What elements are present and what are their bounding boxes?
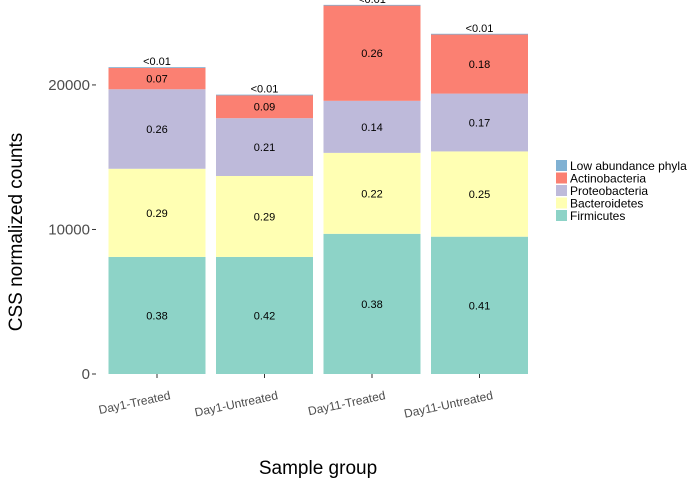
legend-swatch-proteobacteria — [556, 185, 567, 196]
x-axis-title: Sample group — [259, 458, 377, 479]
bar-day1-untreated-actinobacteria — [216, 95, 313, 119]
legend: Low abundance phylaActinobacteriaProteob… — [556, 159, 687, 223]
bar-day11-untreated-actinobacteria — [431, 34, 528, 94]
x-tick-label-day1-treated: Day1-Treated — [97, 388, 171, 417]
bar-day11-treated-proteobacteria — [323, 100, 421, 153]
bar-day11-untreated-low-abundance-phyla — [431, 33, 528, 35]
bar-day11-treated-actinobacteria — [323, 5, 421, 101]
bar-day1-treated-low-abundance-phyla — [108, 67, 206, 68]
segment-label-day1-treated-low-abundance-phyla: <0.01 — [143, 56, 171, 68]
segment-label-day1-treated-actinobacteria: 0.07 — [146, 73, 167, 85]
bar-day11-treated-firmicutes — [323, 233, 421, 374]
segment-label-day11-treated-low-abundance-phyla: <0.01 — [358, 0, 386, 6]
bar-day11-treated-low-abundance-phyla — [323, 4, 421, 6]
bar-day1-untreated-firmicutes — [216, 256, 313, 374]
bars-layer — [108, 4, 528, 374]
bar-day1-untreated-bacteroidetes — [216, 175, 313, 257]
legend-label-low-abundance-phyla: Low abundance phyla — [570, 159, 687, 173]
y-tick-label: 20000 — [48, 77, 90, 94]
x-axis: Day1-Treated Day1-Untreated Day11-Treated D… — [97, 374, 494, 421]
y-axis: 0 10000 20000 — [48, 77, 96, 383]
bar-day1-treated-firmicutes — [108, 256, 206, 374]
segment-label-day1-untreated-firmicutes: 0.42 — [254, 310, 275, 322]
y-tick-label: 0 — [82, 366, 90, 383]
y-tick-label: 10000 — [48, 221, 90, 238]
legend-swatch-firmicutes — [556, 210, 567, 221]
bar-day11-treated-bacteroidetes — [323, 152, 421, 234]
y-axis-title: CSS normalized counts — [6, 133, 27, 332]
segment-label-day11-treated-bacteroidetes: 0.22 — [361, 188, 382, 200]
legend-label-proteobacteria: Proteobacteria — [570, 184, 648, 198]
legend-swatch-actinobacteria — [556, 172, 567, 184]
bar-day11-untreated-firmicutes — [431, 236, 528, 374]
segment-label-day1-untreated-bacteroidetes: 0.29 — [254, 211, 275, 223]
segment-label-day1-treated-firmicutes: 0.38 — [146, 310, 167, 322]
x-tick-label-day11-treated: Day11-Treated — [307, 388, 387, 418]
bar-day11-untreated-proteobacteria — [431, 93, 528, 152]
bar-day1-treated-actinobacteria — [108, 67, 206, 90]
segment-label-day1-untreated-low-abundance-phyla: <0.01 — [251, 84, 279, 96]
segment-label-day11-untreated-low-abundance-phyla: <0.01 — [466, 23, 494, 35]
segment-labels-layer: 0.38 0.29 0.26 0.07 <0.01 0.42 0.29 0.21 0.09 <0.… — [143, 0, 493, 322]
segment-label-day1-treated-proteobacteria: 0.26 — [146, 124, 167, 136]
segment-label-day11-treated-proteobacteria: 0.14 — [361, 122, 382, 134]
segment-label-day1-untreated-proteobacteria: 0.21 — [254, 142, 275, 154]
bar-day11-untreated-bacteroidetes — [431, 151, 528, 237]
bar-day1-untreated-proteobacteria — [216, 118, 313, 176]
segment-label-day11-untreated-proteobacteria: 0.17 — [469, 118, 490, 130]
segment-label-day1-untreated-actinobacteria: 0.09 — [254, 102, 275, 114]
segment-label-day11-treated-actinobacteria: 0.26 — [361, 48, 382, 60]
segment-label-day11-treated-firmicutes: 0.38 — [361, 299, 382, 311]
legend-swatch-bacteroidetes — [556, 197, 567, 209]
segment-label-day11-untreated-firmicutes: 0.41 — [469, 300, 490, 312]
x-tick-label-day1-untreated: Day1-Untreated — [193, 388, 279, 419]
bar-day1-treated-bacteroidetes — [108, 168, 206, 257]
legend-label-firmicutes: Firmicutes — [570, 209, 625, 223]
x-tick-label-day11-untreated: Day11-Untreated — [403, 388, 494, 421]
legend-swatch-low-abundance-phyla — [556, 160, 567, 171]
bar-day1-untreated-low-abundance-phyla — [216, 94, 313, 96]
legend-label-actinobacteria: Actinobacteria — [570, 172, 646, 186]
bar-day1-treated-proteobacteria — [108, 89, 206, 169]
segment-label-day11-untreated-bacteroidetes: 0.25 — [469, 189, 490, 201]
segment-label-day1-treated-bacteroidetes: 0.29 — [146, 208, 167, 220]
legend-label-bacteroidetes: Bacteroidetes — [570, 197, 643, 211]
segment-label-day11-untreated-actinobacteria: 0.18 — [469, 59, 490, 71]
